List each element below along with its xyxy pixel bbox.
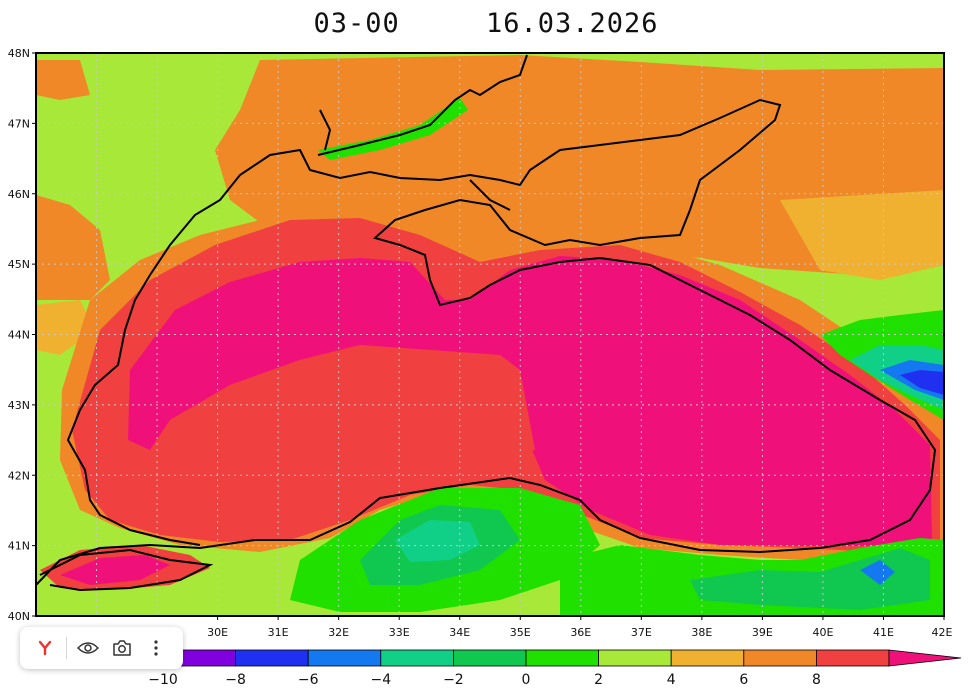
coastline bbox=[36, 54, 937, 592]
lat-tick-label: 48N bbox=[8, 47, 30, 60]
colorbar-segment bbox=[670, 649, 745, 667]
lon-tick-label: 31E bbox=[268, 626, 289, 639]
colorbar-label: −10 bbox=[148, 672, 178, 688]
lon-tick-label: 39E bbox=[752, 626, 773, 639]
colorbar-segment bbox=[525, 649, 599, 667]
lon-axis: 30E 31E 32E 33E 34E 35E 36E 37E 38E 39E 40E 41E 42E bbox=[207, 616, 953, 639]
colorbar-label: −4 bbox=[370, 672, 391, 688]
colorbar-label: −8 bbox=[225, 672, 246, 688]
lat-tick-label: 42N bbox=[8, 469, 30, 482]
colorbar-segment bbox=[380, 649, 454, 667]
camera-button[interactable] bbox=[105, 633, 139, 663]
title-time: 03-00 bbox=[313, 8, 400, 39]
lat-tick-label: 41N bbox=[8, 540, 30, 553]
more-button[interactable] bbox=[139, 633, 173, 663]
lat-tick-label: 44N bbox=[8, 329, 30, 342]
colorbar-segment bbox=[235, 649, 309, 667]
lon-tick-label: 42E bbox=[932, 626, 953, 639]
lat-tick-label: 40N bbox=[8, 610, 30, 623]
more-icon bbox=[154, 640, 158, 656]
yandex-icon bbox=[38, 640, 52, 656]
lat-tick-label: 46N bbox=[8, 188, 30, 201]
colorbar-arrow bbox=[888, 649, 962, 667]
colorbar-label: −2 bbox=[443, 672, 464, 688]
lat-tick-label: 43N bbox=[8, 399, 30, 412]
colorbar-label: 8 bbox=[812, 672, 821, 688]
eye-icon bbox=[77, 642, 99, 654]
lon-tick-label: 41E bbox=[873, 626, 894, 639]
lon-tick-label: 30E bbox=[207, 626, 228, 639]
image-toolbar bbox=[20, 627, 183, 669]
camera-icon bbox=[113, 640, 131, 656]
lon-tick-label: 36E bbox=[570, 626, 591, 639]
lon-tick-label: 32E bbox=[328, 626, 349, 639]
lon-tick-label: 37E bbox=[631, 626, 652, 639]
colorbar-label: 4 bbox=[667, 672, 676, 688]
lon-tick-label: 40E bbox=[812, 626, 833, 639]
eye-button[interactable] bbox=[71, 633, 105, 663]
lon-tick-label: 33E bbox=[389, 626, 410, 639]
colorbar-label: 0 bbox=[522, 672, 531, 688]
colorbar: −10 −8 −6 −4 −2 0 2 4 6 8 bbox=[148, 649, 962, 688]
temperature-field bbox=[36, 53, 944, 616]
map-grid bbox=[36, 53, 944, 616]
colorbar-label: −6 bbox=[298, 672, 319, 688]
lon-tick-label: 38E bbox=[691, 626, 712, 639]
lon-tick-label: 34E bbox=[449, 626, 470, 639]
colorbar-segment bbox=[307, 649, 382, 667]
colorbar-segment bbox=[598, 649, 672, 667]
title-date: 16.03.2026 bbox=[486, 8, 659, 39]
colorbar-label: 6 bbox=[739, 672, 748, 688]
page-title: 03-00 16.03.2026 bbox=[0, 8, 972, 39]
lat-tick-label: 45N bbox=[8, 258, 30, 271]
toolbar-separator bbox=[66, 637, 67, 659]
colorbar-segment bbox=[816, 649, 890, 667]
lat-axis: 40N 41N 42N 43N 44N 45N 46N 47N 48N bbox=[8, 47, 36, 623]
colorbar-segment bbox=[452, 649, 527, 667]
lon-tick-label: 35E bbox=[510, 626, 531, 639]
yandex-button[interactable] bbox=[28, 633, 62, 663]
colorbar-label: 2 bbox=[594, 672, 603, 688]
lat-tick-label: 47N bbox=[8, 117, 30, 130]
colorbar-segment bbox=[743, 649, 817, 667]
